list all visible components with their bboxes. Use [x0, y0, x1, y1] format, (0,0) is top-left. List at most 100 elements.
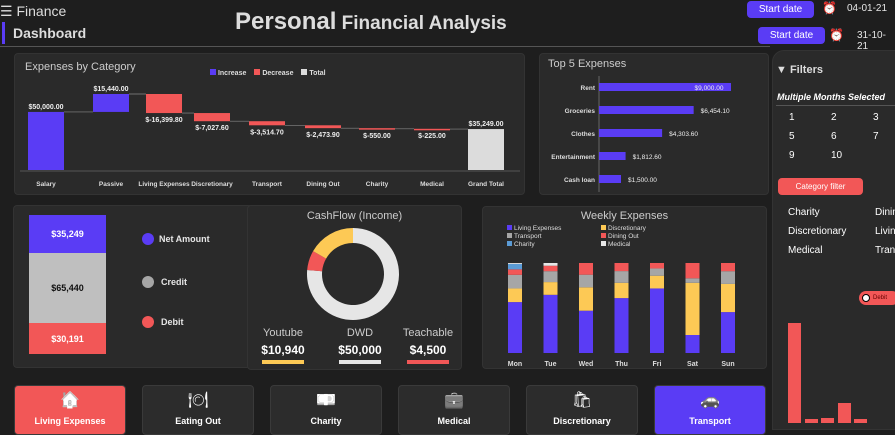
- category-label: Entertainment: [551, 154, 596, 161]
- credit-block: $65,440: [29, 253, 106, 323]
- category-tile[interactable]: 🍽 Eating Out: [142, 385, 254, 435]
- menu-icon[interactable]: ☰: [0, 3, 13, 19]
- source-color-bar: [262, 360, 304, 364]
- stack-segment: [508, 269, 522, 275]
- category-tile[interactable]: 🏠 Living Expenses: [14, 385, 126, 435]
- weekly-chart: Living Expenses Discretionary Transport Din…: [507, 225, 735, 368]
- data-label: $1,812.60: [633, 154, 662, 161]
- stack-segment: [543, 282, 558, 295]
- month-slicer-item[interactable]: 7: [873, 131, 879, 142]
- stack-segment: [508, 288, 522, 303]
- stack-segment: [614, 263, 629, 272]
- alarm-clock-icon[interactable]: ⏰: [822, 1, 837, 15]
- day-label: Tue: [545, 361, 557, 368]
- category-tile[interactable]: 💼 Medical: [398, 385, 510, 435]
- day-label: Sun: [721, 361, 734, 368]
- data-label: $15,440.00: [93, 86, 128, 93]
- header-divider: [0, 46, 770, 47]
- top5-bar: [599, 83, 731, 91]
- month-slicer-item[interactable]: 10: [831, 150, 843, 161]
- category-tile[interactable]: 🛍 Discretionary: [526, 385, 638, 435]
- source-color-bar: [339, 360, 381, 364]
- app-name: ☰ Finance: [0, 3, 66, 20]
- waterfall-bar: [28, 111, 64, 170]
- page-title: Personal Financial Analysis: [235, 8, 507, 36]
- data-label: $4,303.60: [669, 131, 698, 138]
- medical-kit-icon: 💼: [444, 392, 464, 409]
- day-label: Thu: [615, 361, 628, 368]
- category-slicer-item[interactable]: Charity: [788, 207, 820, 218]
- day-label: Wed: [579, 361, 594, 368]
- cashflow-donut: [307, 228, 399, 320]
- legend-swatch: [507, 241, 512, 246]
- data-label: $-550.00: [363, 133, 391, 140]
- waterfall-bar: [468, 129, 504, 170]
- source-name: Youtube: [263, 327, 303, 339]
- cashflow-panel: CashFlow (Income) Youtube $10,940 DWD $5…: [247, 205, 462, 370]
- source-name: Teachable: [402, 327, 454, 339]
- stack-segment: [543, 294, 558, 353]
- category-slicer-item[interactable]: Medical: [788, 245, 823, 256]
- debit-mini-bar: [788, 323, 801, 423]
- legend-swatch: [601, 233, 606, 238]
- category-label: Charity: [366, 181, 389, 188]
- start-date-value: 04-01-21: [847, 3, 888, 14]
- nav-dashboard[interactable]: Dashboard: [2, 22, 86, 44]
- month-slicer-item[interactable]: 6: [831, 131, 837, 142]
- data-label: $-7,027.60: [195, 125, 229, 132]
- category-slicer-item[interactable]: Dining: [875, 207, 895, 218]
- data-label: $50,000.00: [28, 104, 63, 111]
- month-slicer-item[interactable]: 5: [789, 131, 795, 142]
- app-name-text: Finance: [16, 3, 67, 19]
- legend-swatch: [507, 225, 512, 230]
- category-slicer-item[interactable]: Discretionary: [788, 226, 847, 237]
- tile-label: Eating Out: [175, 416, 221, 426]
- stack-segment: [685, 282, 700, 335]
- stack-segment: [508, 263, 522, 270]
- end-date-value: 31-10-21: [857, 30, 886, 52]
- category-tile[interactable]: 🚗 Transport: [654, 385, 766, 435]
- debit-toggle[interactable]: Debit: [859, 291, 895, 305]
- start-date-button[interactable]: Start date: [747, 1, 814, 18]
- toggle-knob-icon: [862, 294, 870, 302]
- net-amount-block: $35,249: [29, 215, 106, 253]
- category-label: Discretionary: [191, 181, 233, 188]
- category-slicer-item[interactable]: Living: [875, 226, 895, 237]
- stack-segment: [650, 288, 664, 353]
- legend-swatch: [507, 233, 512, 238]
- data-label: $-3,514.70: [250, 129, 284, 136]
- stack-segment: [721, 312, 735, 353]
- source-color-bar: [407, 360, 449, 364]
- weekly-expenses-panel: Weekly Expenses Living Expenses Discretio…: [482, 206, 767, 369]
- month-slicer-item[interactable]: 1: [789, 112, 795, 123]
- top5-bar: [599, 152, 626, 160]
- alarm-clock-icon[interactable]: ⏰: [829, 28, 844, 42]
- waterfall-bar: [146, 94, 182, 114]
- category-filter-button[interactable]: Category filter: [778, 178, 863, 195]
- category-label: Rent: [581, 85, 596, 92]
- cashflow-item: Youtube $10,940: [253, 327, 313, 364]
- stack-segment: [614, 282, 629, 299]
- title-rest: Financial Analysis: [336, 13, 507, 34]
- title-bold: Personal: [235, 8, 337, 35]
- end-date-button[interactable]: Start date: [758, 27, 825, 44]
- legend-debit: Debit: [142, 316, 184, 328]
- category-label: Grand Total: [468, 181, 504, 188]
- data-label: $35,249.00: [468, 121, 503, 128]
- stack-segment: [579, 310, 593, 353]
- waterfall-chart: $50,000.00 Salary $15,440.00 Passive $-16,39…: [20, 86, 520, 188]
- stack-segment: [614, 298, 629, 353]
- donut-slice-dwd: [307, 228, 399, 320]
- legend-label: Charity: [514, 241, 535, 248]
- house-icon: 🏠: [60, 392, 80, 409]
- category-label: Clothes: [571, 131, 595, 138]
- month-slicer-item[interactable]: 9: [789, 150, 795, 161]
- category-tile[interactable]: 💵 Charity: [270, 385, 382, 435]
- month-slicer-item[interactable]: 2: [831, 112, 837, 123]
- waterfall-bar: [249, 121, 285, 126]
- legend-net-amount: Net Amount: [142, 233, 210, 245]
- month-slicer-item[interactable]: 3: [873, 112, 879, 123]
- category-slicer-item[interactable]: Tran: [875, 245, 895, 256]
- data-label: $1,500.00: [628, 177, 657, 184]
- stack-segment: [543, 263, 558, 266]
